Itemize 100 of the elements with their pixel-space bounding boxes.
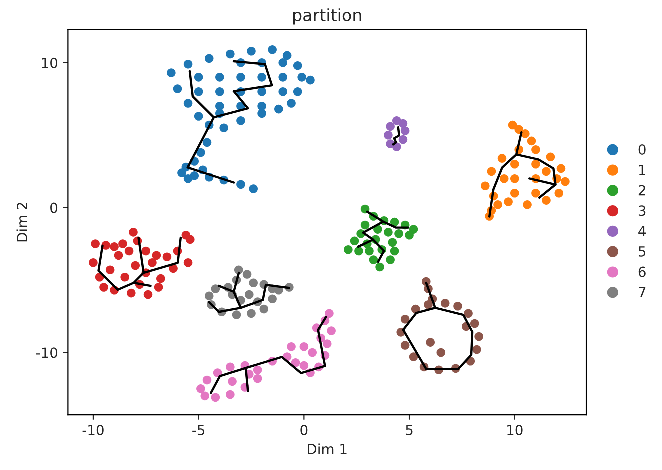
point	[89, 258, 98, 268]
point	[291, 358, 300, 368]
point	[194, 88, 204, 96]
point	[152, 251, 162, 260]
point	[110, 242, 119, 252]
point	[293, 61, 302, 70]
point	[390, 246, 400, 256]
point	[278, 58, 288, 68]
point	[554, 188, 564, 198]
point	[144, 290, 153, 300]
point	[498, 154, 507, 163]
point	[325, 309, 334, 318]
point	[388, 238, 398, 247]
point	[226, 362, 235, 372]
point	[369, 256, 378, 264]
point	[354, 246, 364, 256]
point	[236, 180, 246, 190]
point	[278, 88, 288, 96]
point	[322, 340, 332, 348]
point	[213, 368, 222, 378]
legend-label: 6	[638, 266, 646, 278]
point	[114, 251, 124, 260]
point	[216, 102, 224, 111]
point	[258, 88, 266, 96]
point	[211, 284, 220, 294]
point	[510, 160, 520, 169]
point	[167, 68, 176, 78]
point	[242, 270, 252, 279]
point	[156, 274, 166, 284]
point	[253, 366, 262, 374]
point	[258, 102, 266, 111]
point	[120, 272, 130, 282]
point	[474, 332, 484, 342]
point	[127, 288, 136, 298]
chart-title: partition	[294, 8, 362, 25]
point	[360, 204, 370, 214]
y-tick-label: -10	[36, 348, 58, 358]
x-tick-label: 10	[508, 424, 523, 436]
y-tick-label: 10	[42, 58, 58, 68]
point	[365, 246, 374, 256]
point	[249, 184, 258, 194]
point	[440, 299, 450, 308]
x-tick-label: 0	[300, 424, 308, 436]
point	[100, 283, 108, 292]
point	[386, 256, 395, 264]
point	[514, 125, 524, 134]
point	[274, 104, 284, 114]
point	[300, 361, 309, 370]
point	[454, 302, 462, 311]
point	[510, 174, 520, 184]
point	[561, 177, 570, 186]
point	[360, 220, 370, 230]
point	[247, 309, 256, 318]
point	[424, 300, 433, 310]
point	[226, 50, 235, 59]
point	[245, 290, 254, 300]
point	[249, 278, 258, 288]
point	[216, 73, 224, 82]
point	[464, 309, 473, 318]
point	[527, 136, 536, 146]
point	[184, 99, 193, 108]
point	[194, 112, 204, 121]
point	[494, 200, 502, 210]
x-axis-title: Dim 1	[308, 444, 347, 454]
point	[200, 392, 210, 401]
x-tick-label: -10	[82, 424, 104, 436]
point	[232, 310, 242, 320]
legend-label: 2	[638, 185, 646, 196]
legend-label: 0	[638, 144, 646, 155]
point	[196, 148, 206, 158]
point	[398, 135, 408, 144]
point	[409, 352, 418, 362]
point	[131, 261, 140, 270]
point	[350, 236, 360, 246]
point	[298, 73, 306, 82]
point	[184, 174, 193, 184]
point	[556, 164, 566, 174]
point	[426, 338, 435, 347]
legend-label: 5	[638, 246, 646, 257]
point	[142, 246, 151, 256]
point	[400, 341, 410, 350]
point	[384, 228, 393, 237]
point	[118, 240, 128, 248]
point	[220, 124, 229, 133]
point	[268, 294, 277, 304]
point	[398, 119, 408, 128]
point	[154, 283, 164, 292]
point	[184, 258, 193, 268]
point	[258, 73, 266, 82]
point	[546, 152, 556, 162]
point	[91, 240, 100, 248]
x-tick-label: -5	[192, 425, 205, 436]
point	[178, 168, 186, 178]
point	[162, 252, 172, 262]
point	[124, 246, 134, 256]
point	[386, 122, 395, 132]
point	[481, 182, 490, 190]
point	[253, 374, 262, 384]
point	[300, 342, 309, 352]
y-tick-label: 0	[50, 202, 58, 214]
